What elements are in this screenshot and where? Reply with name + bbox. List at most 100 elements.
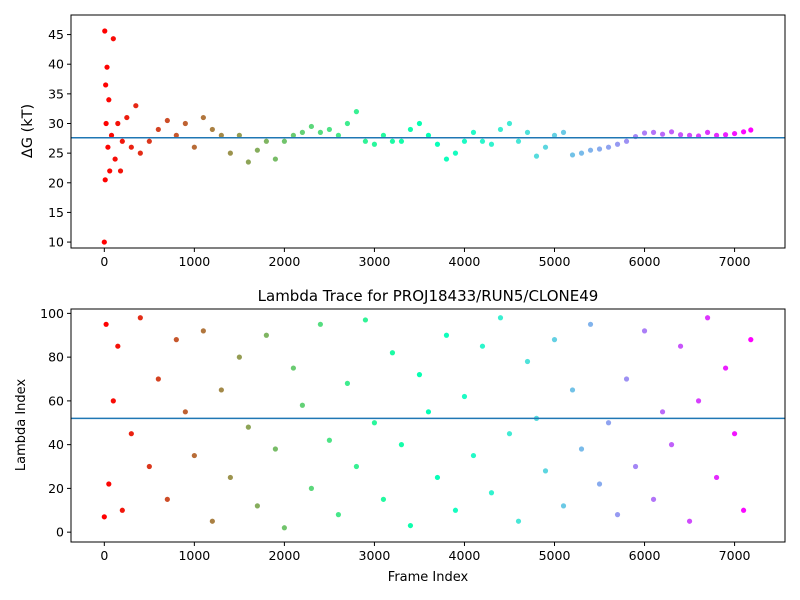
data-point xyxy=(106,481,112,487)
data-point xyxy=(308,123,314,130)
data-point xyxy=(227,474,233,481)
y-tick-label: 80 xyxy=(48,350,64,365)
data-point xyxy=(108,132,115,138)
y-tick-label: 40 xyxy=(48,437,64,452)
data-point xyxy=(488,141,495,147)
data-point xyxy=(272,156,278,162)
y-tick-label: 0 xyxy=(56,525,64,540)
data-point xyxy=(103,82,109,88)
data-point xyxy=(569,152,576,158)
data-point xyxy=(115,120,121,127)
data-point xyxy=(587,321,594,327)
data-point xyxy=(227,150,233,156)
data-point xyxy=(128,431,134,437)
x-tick-label: 5000 xyxy=(539,548,571,563)
data-point xyxy=(398,138,405,144)
data-point xyxy=(155,126,161,133)
data-point xyxy=(112,156,118,162)
x-tick-label: 1000 xyxy=(178,548,210,563)
data-point xyxy=(407,522,414,529)
data-point xyxy=(452,150,459,156)
y-tick-label: 10 xyxy=(48,235,64,250)
y-tick-label: 20 xyxy=(48,481,64,496)
data-point xyxy=(164,496,170,502)
data-point xyxy=(380,132,387,138)
data-point xyxy=(713,132,720,138)
data-point xyxy=(326,437,333,443)
data-point xyxy=(731,130,738,137)
data-point xyxy=(272,446,278,452)
data-point xyxy=(155,376,161,382)
data-point xyxy=(596,481,603,487)
data-point xyxy=(308,485,314,491)
data-point xyxy=(245,424,251,430)
data-point xyxy=(344,120,351,127)
data-point xyxy=(596,146,603,152)
x-tick-label: 7000 xyxy=(719,548,751,563)
data-point xyxy=(182,120,188,127)
data-point xyxy=(103,120,109,127)
data-point xyxy=(254,503,260,509)
data-point xyxy=(398,442,405,448)
data-point xyxy=(551,337,558,343)
data-point xyxy=(650,129,657,135)
data-point xyxy=(614,512,621,518)
data-point xyxy=(236,354,242,360)
data-point xyxy=(117,168,124,174)
data-point xyxy=(104,64,110,70)
data-point xyxy=(335,132,342,138)
data-point xyxy=(335,512,342,518)
data-point xyxy=(623,376,630,382)
data-point xyxy=(578,446,585,452)
data-point xyxy=(218,132,224,138)
data-point xyxy=(299,129,305,135)
data-point xyxy=(677,343,684,349)
y-tick-label: 35 xyxy=(48,86,64,101)
data-point xyxy=(362,138,369,144)
lambda-y-ticks: 0 20 40 60 80 100 xyxy=(40,306,71,540)
data-point xyxy=(164,117,170,124)
data-point xyxy=(110,398,116,404)
data-point xyxy=(110,36,116,42)
x-tick-label: 4000 xyxy=(449,254,481,269)
y-tick-label: 40 xyxy=(48,57,64,72)
data-point xyxy=(461,393,468,400)
data-point xyxy=(578,150,585,156)
data-point xyxy=(605,144,612,150)
data-point xyxy=(191,144,197,150)
data-point xyxy=(317,129,323,135)
data-point xyxy=(677,132,684,138)
data-point xyxy=(515,138,522,144)
data-point xyxy=(173,132,179,138)
data-point xyxy=(137,150,143,156)
data-point xyxy=(443,156,450,162)
data-point xyxy=(488,490,495,496)
data-point xyxy=(317,321,323,327)
data-point xyxy=(605,420,612,426)
data-point xyxy=(686,132,693,138)
data-point xyxy=(524,358,531,365)
data-point xyxy=(668,129,675,135)
data-point xyxy=(146,138,152,144)
x-tick-label: 0 xyxy=(100,254,108,269)
y-tick-label: 60 xyxy=(48,393,64,408)
data-point xyxy=(425,132,432,138)
data-point xyxy=(281,138,287,144)
data-point xyxy=(146,463,152,470)
data-point xyxy=(353,463,360,470)
data-point xyxy=(695,398,702,404)
data-point xyxy=(425,409,432,415)
data-point xyxy=(191,452,197,459)
dg-plot-frame xyxy=(70,14,786,249)
data-point xyxy=(650,496,657,502)
data-point xyxy=(182,409,188,415)
dg-subplot: 0 1000 2000 3000 4000 5000 6000 7000 10 15 20 25 30… xyxy=(20,14,786,269)
data-point xyxy=(461,138,468,144)
data-point xyxy=(407,126,414,133)
data-point xyxy=(200,114,206,121)
data-point xyxy=(542,144,549,150)
lambda-subplot: Lambda Trace for PROJ18433/RUN5/CLONE49 … xyxy=(14,287,786,585)
data-point xyxy=(560,503,567,509)
x-tick-label: 2000 xyxy=(268,254,300,269)
data-point xyxy=(560,129,567,135)
